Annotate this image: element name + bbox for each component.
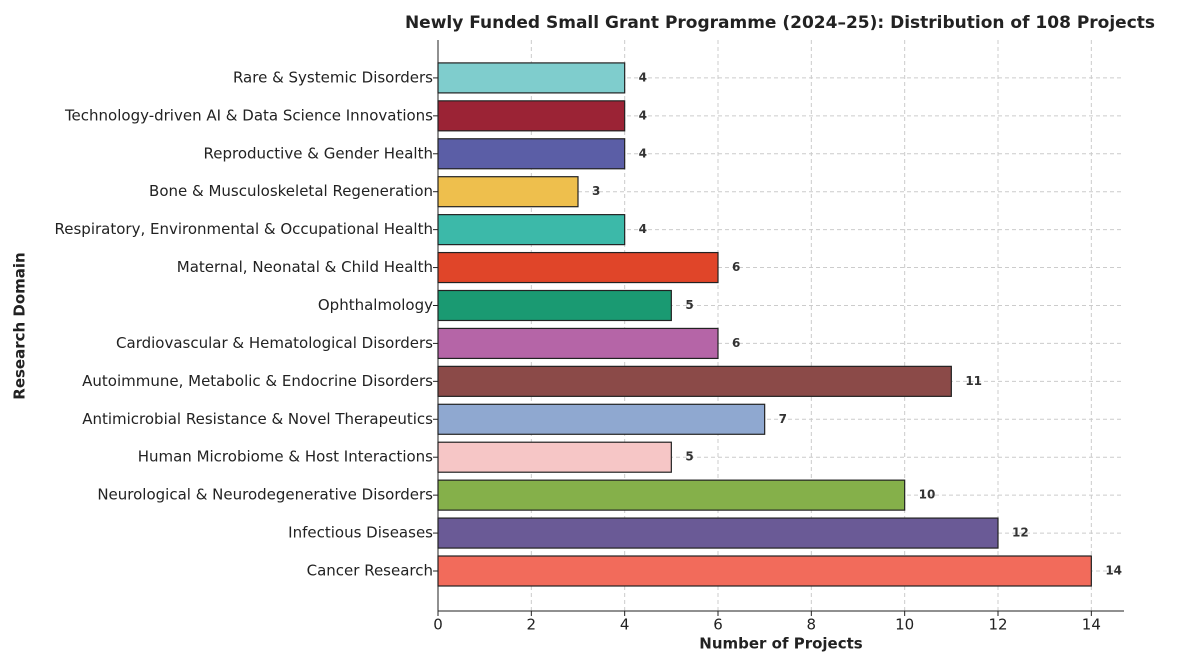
y-tick-label: Infectious Diseases bbox=[288, 524, 433, 542]
value-label: 4 bbox=[639, 146, 647, 160]
value-label: 6 bbox=[732, 336, 740, 350]
value-label: 10 bbox=[919, 488, 936, 502]
x-tick-label: 10 bbox=[895, 616, 914, 634]
y-tick-label: Antimicrobial Resistance & Novel Therape… bbox=[82, 410, 433, 428]
bar bbox=[437, 176, 579, 208]
value-label: 3 bbox=[592, 184, 600, 198]
x-axis-label: Number of Projects bbox=[699, 635, 863, 653]
y-tick-label: Reproductive & Gender Health bbox=[204, 144, 433, 162]
x-tick-label: 4 bbox=[620, 616, 630, 634]
value-label: 11 bbox=[965, 374, 982, 388]
x-tick-label: 8 bbox=[807, 616, 817, 634]
y-tick-label: Autoimmune, Metabolic & Endocrine Disord… bbox=[82, 372, 433, 390]
y-tick-label: Technology-driven AI & Data Science Inno… bbox=[64, 106, 433, 124]
y-axis-label: Research Domain bbox=[11, 252, 29, 399]
bar bbox=[437, 555, 1092, 587]
bar bbox=[437, 138, 626, 170]
y-tick-label: Respiratory, Environmental & Occupationa… bbox=[55, 220, 434, 238]
chart-title: Newly Funded Small Grant Programme (2024… bbox=[405, 13, 1155, 33]
value-label: 6 bbox=[732, 260, 740, 274]
y-tick-label: Human Microbiome & Host Interactions bbox=[138, 448, 433, 466]
bar bbox=[437, 327, 719, 360]
value-label: 4 bbox=[639, 70, 647, 84]
bar bbox=[437, 403, 766, 435]
x-tick-label: 0 bbox=[433, 616, 443, 634]
bar bbox=[437, 62, 626, 94]
y-tick-label: Ophthalmology bbox=[318, 296, 433, 314]
y-tick-label: Maternal, Neonatal & Child Health bbox=[177, 258, 433, 276]
value-label: 12 bbox=[1012, 526, 1029, 540]
value-label: 5 bbox=[685, 298, 693, 312]
x-tick-label: 6 bbox=[713, 616, 723, 634]
x-tick-label: 2 bbox=[527, 616, 537, 634]
value-label: 4 bbox=[639, 222, 647, 236]
y-tick-label: Neurological & Neurodegenerative Disorde… bbox=[97, 486, 433, 504]
y-tick-label: Rare & Systemic Disorders bbox=[233, 68, 433, 86]
bar bbox=[437, 251, 719, 284]
value-label: 5 bbox=[685, 450, 693, 464]
bar bbox=[437, 441, 672, 473]
x-tick-label: 14 bbox=[1082, 616, 1101, 634]
bar bbox=[437, 214, 626, 246]
value-label: 14 bbox=[1105, 564, 1122, 578]
y-tick-label: Cancer Research bbox=[307, 562, 433, 580]
x-tick-label: 12 bbox=[988, 616, 1007, 634]
bar bbox=[437, 365, 952, 397]
bar bbox=[437, 479, 906, 511]
bar bbox=[437, 517, 999, 549]
bar bbox=[437, 289, 672, 322]
value-label: 7 bbox=[779, 412, 787, 426]
bar bbox=[437, 100, 626, 132]
value-label: 4 bbox=[639, 108, 647, 122]
y-tick-label: Cardiovascular & Hematological Disorders bbox=[116, 334, 433, 352]
y-tick-label: Bone & Musculoskeletal Regeneration bbox=[149, 182, 433, 200]
